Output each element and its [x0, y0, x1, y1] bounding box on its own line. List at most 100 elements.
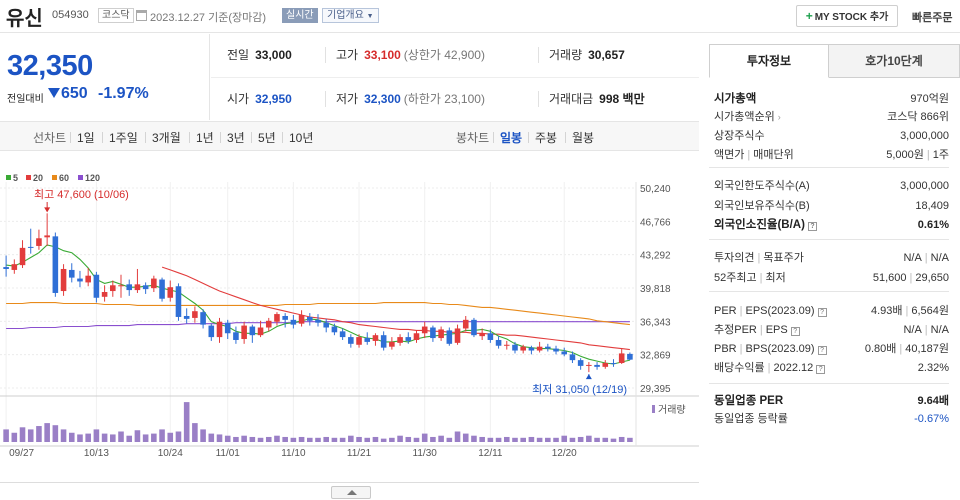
candle-body [364, 338, 371, 342]
volume-label: 거래량 [549, 48, 583, 62]
pbr-bps-row: PBR | BPS(2023.09)? 0.80배 | 40,187원 [714, 340, 949, 359]
separator: | [767, 362, 771, 374]
volume-bar [192, 423, 198, 442]
volume-bar [241, 435, 247, 442]
company-overview-dropdown[interactable]: 기업개요 ▼ [322, 8, 379, 23]
range-1d-button[interactable]: 1일 [77, 131, 95, 145]
dividend-value: 2.32% [917, 362, 949, 374]
candle-body [471, 319, 477, 336]
plus-icon: + [805, 9, 813, 23]
candle-body [430, 327, 436, 339]
ma20-line [161, 266, 630, 351]
help-icon[interactable]: ? [790, 327, 800, 336]
range-1w-button[interactable]: 1주일 [109, 131, 138, 145]
range-5y-button[interactable]: 5년 [258, 131, 276, 145]
x-tick-label: 11/01 [216, 448, 241, 459]
volume-bar [68, 432, 75, 442]
reference-date: 2023.12.27 기준(장마감) [150, 12, 267, 24]
stock-name: 유신 [6, 8, 43, 30]
range-3y-button[interactable]: 3년 [227, 131, 245, 145]
stock-chart[interactable]: 50,240 46,766 43,292 39,818 36,343 32,869 29,3… [0, 152, 699, 482]
divider [251, 132, 252, 143]
volume-bar [594, 437, 600, 442]
low-cell: 저가 32,300 (하한가 23,100) [336, 78, 485, 121]
cap-rank-row: 시가총액순위 › 코스닥 866위 [714, 108, 949, 127]
y-tick-label: 36,343 [640, 317, 671, 328]
foreign-section: 외국인한도주식수(A) 3,000,000 외국인보유주식수(B) 18,409 외… [709, 168, 949, 240]
lower-limit: (하한가 23,100) [403, 92, 485, 106]
help-icon[interactable]: ? [807, 222, 817, 231]
foreign-hold-label: 외국인보유주식수(B) [714, 200, 810, 212]
range-1y-button[interactable]: 1년 [196, 131, 214, 145]
candle-body [241, 325, 247, 340]
volume-bar [126, 435, 133, 442]
line-chart-label: 선차트 [33, 131, 67, 145]
chevron-right-icon[interactable]: › [777, 112, 781, 122]
help-icon[interactable]: ? [817, 346, 827, 355]
stock-code: 054930 [52, 9, 89, 21]
volume-bar [249, 436, 256, 442]
divider [493, 132, 494, 143]
price-change-rate: -1.97% [98, 85, 149, 102]
est-per-value: N/A [903, 324, 922, 336]
candle-body [307, 316, 313, 321]
candle-body [372, 335, 379, 341]
sector-per-value: 9.64배 [917, 395, 949, 407]
candle-body [380, 335, 387, 348]
w52-high-value: 51,600 [872, 272, 907, 284]
separator: | [926, 149, 930, 161]
candle-body [36, 238, 42, 246]
amount-cell: 거래대금 998 백만 [549, 78, 645, 121]
separator: | [739, 305, 743, 317]
add-mystock-label: MY STOCK 추가 [814, 12, 889, 23]
high-arrow-head [44, 207, 51, 213]
help-icon[interactable]: ? [817, 308, 827, 317]
volume-bar [438, 435, 444, 442]
volume-bar [44, 423, 50, 442]
volume-bar [520, 437, 526, 442]
volume-bar [216, 434, 223, 442]
foreign-limit-value: 3,000,000 [900, 180, 949, 192]
help-icon[interactable]: ? [816, 365, 826, 374]
w52-low-value: 29,650 [915, 272, 949, 284]
high-cell: 고가 33,100 (상한가 42,900) [336, 34, 485, 77]
tab-orderbook[interactable]: 호가10단계 [829, 44, 960, 78]
candle-body [602, 363, 609, 367]
separator: | [759, 324, 763, 336]
add-mystock-button[interactable]: + MY STOCK 추가 [796, 5, 898, 27]
info-row-1: 전일 33,000 고가 33,100 (상한가 42,900) 거래량 30,657 [211, 34, 699, 77]
legend-swatch [6, 175, 11, 180]
divider [538, 91, 539, 107]
tab-investment-info[interactable]: 투자정보 [709, 44, 829, 78]
x-tick-label: 10/13 [84, 448, 109, 459]
chart-collapse-button[interactable] [331, 486, 371, 499]
candle-body [44, 235, 50, 238]
candle-body [11, 264, 18, 270]
period-daily-button[interactable]: 일봉 [500, 131, 523, 145]
volume-bar [290, 437, 297, 442]
candle-body [233, 332, 239, 340]
volume-bar [487, 437, 494, 442]
range-3m-button[interactable]: 3개월 [152, 131, 181, 145]
x-tick-label: 11/30 [413, 448, 438, 459]
cap-rank-value: 코스닥 866위 [887, 111, 949, 123]
candle-body [389, 341, 395, 347]
quick-order-link[interactable]: 빠른주문 [912, 12, 953, 24]
candle-body [405, 337, 412, 341]
period-weekly-button[interactable]: 주봉 [535, 131, 558, 145]
candle-body [356, 337, 362, 345]
candle-body [224, 322, 231, 334]
volume-bar [618, 436, 625, 442]
range-10y-button[interactable]: 10년 [289, 131, 314, 145]
volume-bar [151, 433, 157, 442]
candle-body [257, 327, 264, 336]
candlestick-chart-svg[interactable]: 50,240 46,766 43,292 39,818 36,343 32,869 29,3… [0, 152, 699, 482]
volume-bar [208, 433, 215, 442]
period-monthly-button[interactable]: 월봉 [572, 131, 595, 145]
x-tick-label: 12/11 [478, 448, 503, 459]
candle-body [282, 315, 288, 320]
foreign-hold-row: 외국인보유주식수(B) 18,409 [714, 197, 949, 216]
opinion-section: 투자의견 | 목표주가 N/A | N/A 52주최고 | 최저 51,600 | 29,650 [709, 240, 949, 292]
realtime-button[interactable]: 실시간 [282, 8, 318, 23]
candle-body [77, 278, 83, 282]
